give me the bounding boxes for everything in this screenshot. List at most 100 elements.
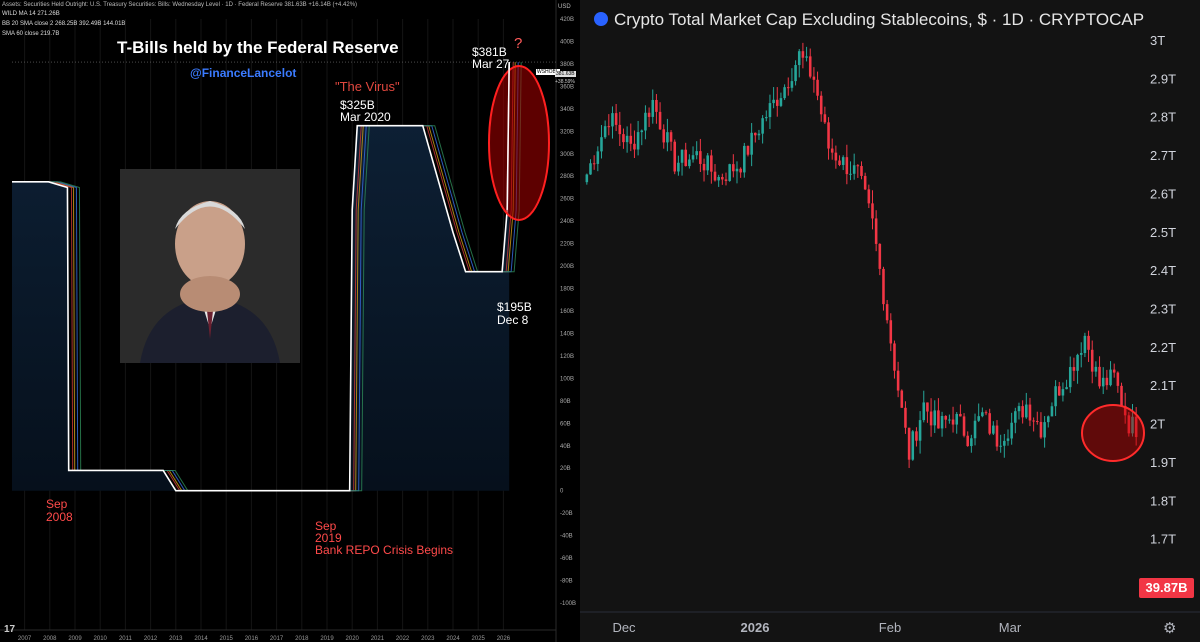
candle — [1105, 369, 1109, 390]
candle-body — [739, 168, 742, 173]
candle — [819, 91, 823, 122]
y-tick-label: 320B — [560, 129, 574, 135]
y-tick-label: 3T — [1150, 33, 1165, 48]
candle-body — [732, 164, 735, 172]
candle — [743, 142, 746, 178]
candle — [973, 413, 977, 446]
candle — [1101, 367, 1105, 395]
candle — [962, 413, 966, 438]
crypto-marketcap-panel: 3T 2.9T 2.8T 2.7T 2.6T 2.5T 2.4T 2.3T 2.2T 2.1T 2T… — [580, 0, 1200, 642]
symbol-tag: WSHOBL — [536, 69, 560, 75]
candle — [1021, 400, 1024, 424]
y-tick-label: -100B — [560, 601, 576, 607]
candle-body — [951, 419, 955, 425]
crypto-chart-title: Crypto Total Market Cap Excluding Stable… — [614, 10, 1145, 29]
candle — [885, 299, 889, 324]
candle-body — [764, 117, 768, 119]
candle-body — [772, 99, 775, 104]
candle — [797, 49, 801, 78]
y-tick-label: -60B — [560, 556, 573, 562]
candle — [929, 398, 933, 437]
candle — [666, 118, 669, 152]
x-tick-label: 2022 — [396, 636, 410, 642]
candle-body — [673, 141, 677, 172]
candle-body — [1006, 438, 1010, 441]
candle — [735, 161, 739, 184]
x-tick-label: 2018 — [295, 636, 309, 642]
candle — [589, 159, 592, 175]
candle — [669, 130, 673, 151]
candle — [614, 104, 618, 132]
candle-body — [1057, 386, 1061, 396]
candle-body — [856, 165, 860, 167]
candle — [673, 139, 677, 175]
candle — [959, 404, 962, 417]
candle — [878, 243, 882, 276]
candle-body — [666, 132, 669, 143]
gear-icon[interactable]: ⚙ — [1163, 620, 1177, 637]
candle — [940, 411, 944, 437]
candle — [816, 71, 819, 101]
author-handle: @FinanceLancelot — [190, 66, 297, 80]
annotation-question: ? — [514, 35, 523, 52]
candle — [812, 67, 816, 93]
candle-body — [1116, 372, 1120, 386]
candle-body — [728, 164, 731, 181]
candle-body — [1105, 377, 1109, 386]
candle-body — [1028, 404, 1032, 421]
candle-body — [992, 425, 995, 434]
candle-body — [812, 76, 816, 80]
candle — [732, 154, 735, 178]
candle-body — [658, 111, 662, 130]
candle — [1025, 392, 1028, 419]
candle-body — [592, 163, 596, 165]
candle — [775, 87, 779, 117]
candle — [1094, 361, 1098, 377]
candle-body — [743, 145, 746, 173]
candle-body — [1072, 367, 1076, 371]
x-tick-label: 2012 — [144, 636, 158, 642]
candle — [834, 145, 838, 169]
candle — [918, 411, 922, 454]
candle-body — [636, 132, 640, 150]
candle-body — [878, 243, 882, 269]
candle — [728, 163, 731, 182]
candle-body — [1134, 416, 1138, 438]
person-icon — [120, 169, 300, 363]
candle-body — [819, 95, 823, 115]
annotation-low-date: Dec 8 — [497, 313, 529, 327]
candle — [1046, 415, 1050, 428]
candle-body — [995, 425, 999, 447]
candle — [1116, 371, 1120, 393]
candle-body — [838, 160, 841, 165]
candle — [629, 123, 633, 152]
candle-body — [702, 163, 706, 171]
x-tick-label: 2026 — [497, 636, 511, 642]
candle — [1036, 411, 1039, 425]
candle-body — [911, 431, 915, 460]
y-tick-label: 160B — [560, 309, 574, 315]
candle-body — [834, 152, 838, 161]
candle-body — [981, 412, 984, 417]
y-tick-label: 1.8T — [1150, 493, 1176, 508]
candle-body — [1120, 385, 1123, 406]
y-tick-label: 400B — [560, 39, 574, 45]
candle — [944, 415, 948, 429]
candle-body — [775, 99, 779, 106]
chart-title: T-Bills held by the Federal Reserve — [117, 38, 399, 57]
candle — [911, 429, 915, 461]
candle — [1010, 412, 1013, 445]
candle-body — [677, 162, 680, 172]
candle — [706, 153, 709, 175]
y-tick-label: 380B — [560, 62, 574, 68]
candle — [684, 142, 687, 167]
candle-body — [915, 431, 918, 441]
candle-body — [790, 81, 794, 88]
candle — [988, 408, 991, 436]
candle — [867, 184, 871, 209]
annotation-sep2019-month: Sep — [315, 519, 337, 533]
candle-body — [647, 112, 651, 117]
candle — [999, 434, 1002, 453]
y-tick-label: 2.8T — [1150, 110, 1176, 125]
x-tick-label: 2020 — [346, 636, 360, 642]
